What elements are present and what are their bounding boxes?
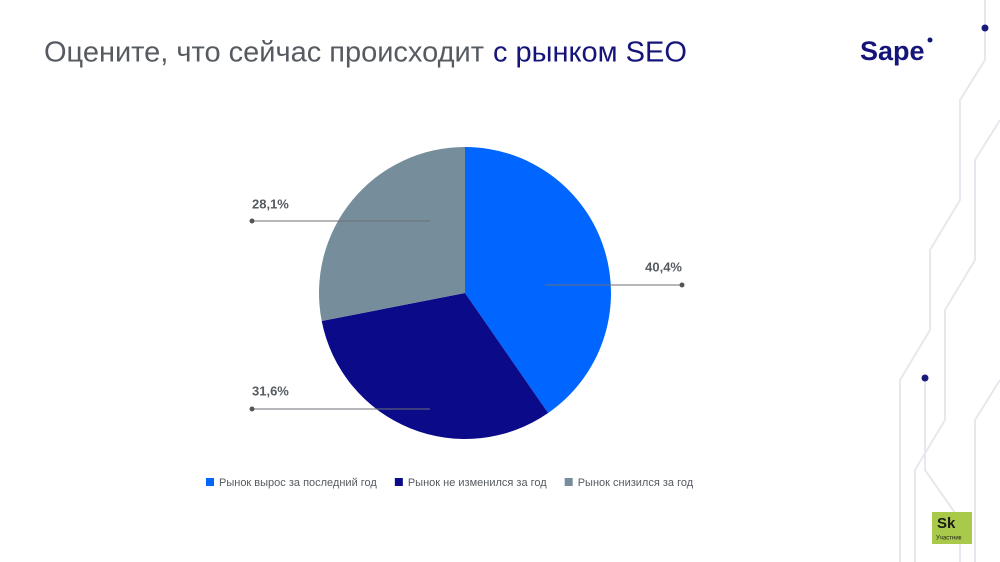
decor-line (974, 379, 1000, 562)
pie-slice (318, 147, 465, 322)
legend-label: Рынок вырос за последний год (219, 477, 377, 489)
pie-slice (321, 293, 549, 440)
decor-line (914, 119, 1000, 562)
decor-dot (981, 24, 989, 32)
decor-lines (899, 0, 1000, 562)
data-label: 40,4% (645, 259, 682, 274)
badge-text: Участник (936, 536, 962, 542)
legend-swatch (206, 478, 214, 486)
data-label: 31,6% (252, 383, 289, 398)
badge (932, 512, 972, 544)
leader-dot (679, 282, 685, 288)
pie-slice (465, 147, 612, 414)
legend-swatch (564, 478, 573, 486)
legend-swatch (394, 478, 403, 486)
leader-dot (249, 406, 255, 412)
title: Оцените, что сейчас происходит (44, 37, 484, 69)
badge-mark: Sk (937, 515, 956, 532)
legend-label: Рынок не изменился за год (408, 477, 547, 489)
legend-label: Рынок снизился за год (578, 477, 694, 489)
logo: Sape (860, 36, 925, 66)
leader-dot (249, 218, 255, 224)
logo-dot (927, 37, 933, 43)
decor-line (899, 0, 986, 562)
decor-dot (921, 374, 929, 382)
title-highlight: с рынком SEO (493, 37, 687, 69)
data-label: 28,1% (252, 196, 289, 211)
